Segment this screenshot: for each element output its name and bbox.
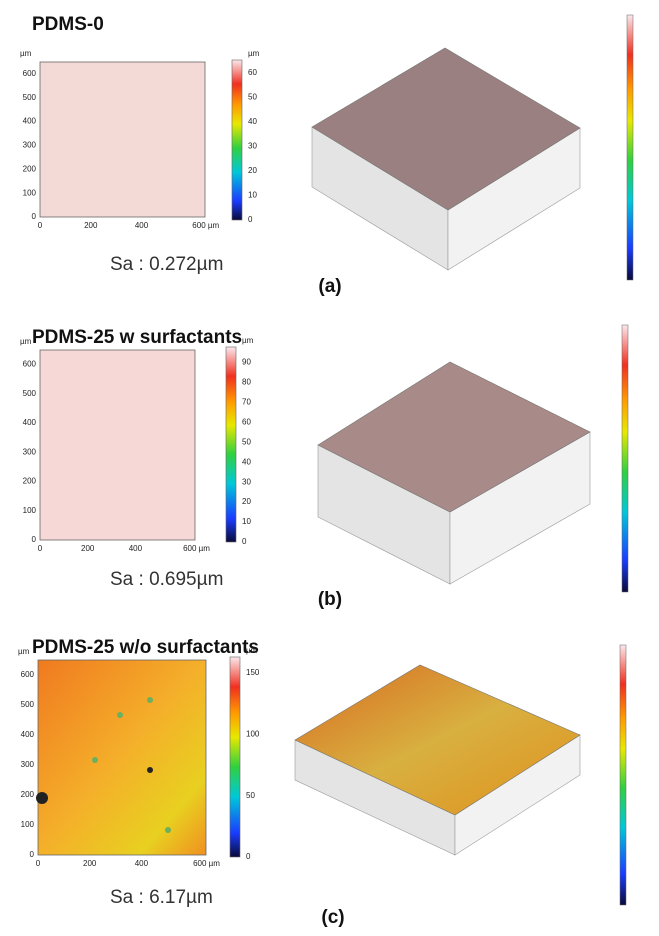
map-x-tick: 400: [129, 544, 143, 553]
defect: [165, 827, 171, 833]
map-y-tick: 100: [23, 188, 37, 197]
colorbar: [231, 59, 243, 221]
defect: [117, 712, 123, 718]
map-x-tick: 0: [36, 859, 41, 868]
colorbar-tick: 70: [242, 398, 251, 407]
map-x-tick: 600 µm: [193, 859, 220, 868]
map-y-tick: 0: [32, 535, 37, 544]
colorbar-unit: µm: [246, 646, 258, 655]
map-x-tick: 0: [38, 544, 43, 553]
map-y-tick: 300: [23, 141, 37, 150]
colorbar-tick: 30: [248, 142, 257, 151]
colorbar-tick: 10: [242, 517, 251, 526]
surface-3d: [311, 47, 581, 211]
colorbar-tick: 40: [248, 117, 257, 126]
colorbar-tick: 60: [248, 68, 257, 77]
sa-value: Sa : 0.695µm: [110, 569, 223, 590]
map-unit: µm: [18, 647, 30, 656]
map-x-tick: 400: [135, 859, 149, 868]
panel-title: PDMS-25 w/o surfactants: [32, 637, 259, 658]
map-unit: µm: [20, 49, 32, 58]
colorbar-tick: 50: [248, 92, 257, 101]
colorbar: [225, 346, 237, 543]
colorbar-tick: 20: [248, 166, 257, 175]
defect: [147, 697, 153, 703]
map-y-tick: 500: [21, 700, 35, 709]
colorbar-3d: [626, 14, 634, 281]
colorbar-tick: 0: [246, 852, 251, 861]
colorbar-tick: 0: [242, 537, 247, 546]
panel-label: (c): [321, 907, 344, 928]
map-x-tick: 600 µm: [192, 221, 219, 230]
colorbar-tick: 10: [248, 191, 257, 200]
colorbar-unit: µm: [242, 336, 254, 345]
colorbar-tick: 50: [242, 437, 251, 446]
height-map: [37, 659, 207, 856]
map-unit: µm: [20, 337, 32, 346]
map-y-tick: 400: [23, 418, 37, 427]
defect: [92, 757, 98, 763]
panel-title: PDMS-25 w surfactants: [32, 327, 242, 348]
colorbar-3d: [619, 644, 627, 906]
map-y-tick: 0: [32, 212, 37, 221]
map-x-tick: 200: [84, 221, 98, 230]
colorbar-tick: 100: [246, 729, 260, 738]
surface-3d: [317, 361, 591, 513]
defect: [147, 767, 153, 773]
map-y-tick: 500: [23, 93, 37, 102]
defect: [36, 792, 48, 804]
map-y-tick: 600: [23, 69, 37, 78]
map-y-tick: 400: [21, 730, 35, 739]
height-map: [39, 349, 196, 541]
map-x-tick: 400: [135, 221, 149, 230]
colorbar-tick: 80: [242, 378, 251, 387]
map-y-tick: 300: [23, 447, 37, 456]
colorbar-tick: 90: [242, 358, 251, 367]
map-y-tick: 600: [23, 360, 37, 369]
surface-3d: [294, 664, 581, 816]
map-y-tick: 100: [21, 820, 35, 829]
map-x-tick: 0: [38, 221, 43, 230]
panel-title: PDMS-0: [32, 14, 104, 35]
map-y-tick: 200: [23, 164, 37, 173]
map-x-tick: 600 µm: [183, 544, 210, 553]
sa-value: Sa : 0.272µm: [110, 254, 223, 275]
colorbar-tick: 60: [242, 418, 251, 427]
map-y-tick: 200: [21, 790, 35, 799]
map-y-tick: 600: [21, 670, 35, 679]
colorbar-unit: µm: [248, 49, 260, 58]
map-y-tick: 300: [21, 760, 35, 769]
map-x-tick: 200: [83, 859, 97, 868]
colorbar-tick: 30: [242, 477, 251, 486]
colorbar: [229, 656, 241, 858]
map-x-tick: 200: [81, 544, 95, 553]
panel-label: (b): [318, 589, 342, 610]
colorbar-3d: [621, 324, 629, 593]
height-map: [39, 61, 206, 218]
map-y-tick: 0: [30, 850, 35, 859]
sa-value: Sa : 6.17µm: [110, 887, 213, 908]
map-y-tick: 200: [23, 477, 37, 486]
colorbar-tick: 0: [248, 215, 253, 224]
colorbar-tick: 40: [242, 457, 251, 466]
colorbar-tick: 150: [246, 668, 260, 677]
map-y-tick: 400: [23, 117, 37, 126]
map-y-tick: 100: [23, 506, 37, 515]
map-y-tick: 500: [23, 389, 37, 398]
colorbar-tick: 50: [246, 791, 255, 800]
colorbar-tick: 20: [242, 497, 251, 506]
panel-label: (a): [318, 276, 341, 297]
